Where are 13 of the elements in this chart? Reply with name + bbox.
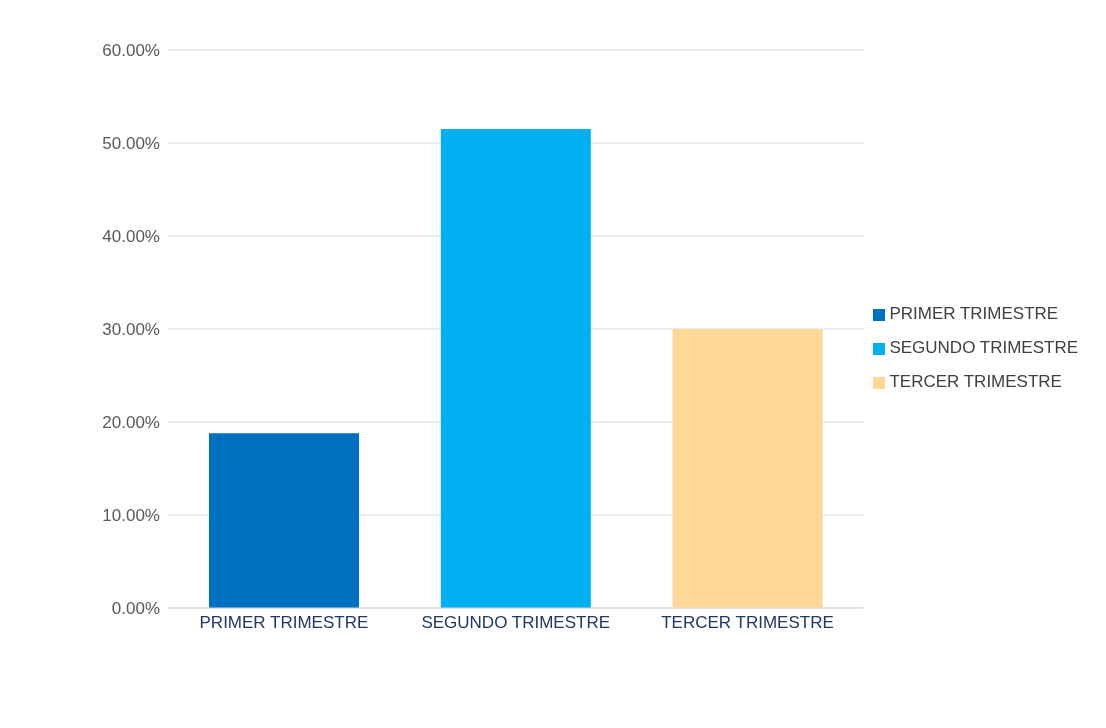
y-tick-label: 60.00% xyxy=(102,41,160,61)
x-tick-label: PRIMER TRIMESTRE xyxy=(199,613,369,633)
y-tick-label: 0.00% xyxy=(111,599,160,619)
y-tick-label: 50.00% xyxy=(102,134,160,154)
legend-label: TERCER TRIMESTRE xyxy=(889,372,1062,391)
x-tick-label: TERCER TRIMESTRE xyxy=(661,613,834,633)
legend-label: SEGUNDO TRIMESTRE xyxy=(889,338,1078,357)
y-tick-label: 10.00% xyxy=(102,506,160,526)
x-tick-label: SEGUNDO TRIMESTRE xyxy=(421,613,610,633)
y-tick-label: 40.00% xyxy=(102,227,160,247)
y-tick-label: 20.00% xyxy=(102,413,160,433)
y-tick-label: 30.00% xyxy=(102,320,160,340)
legend-label: PRIMER TRIMESTRE xyxy=(889,304,1059,323)
